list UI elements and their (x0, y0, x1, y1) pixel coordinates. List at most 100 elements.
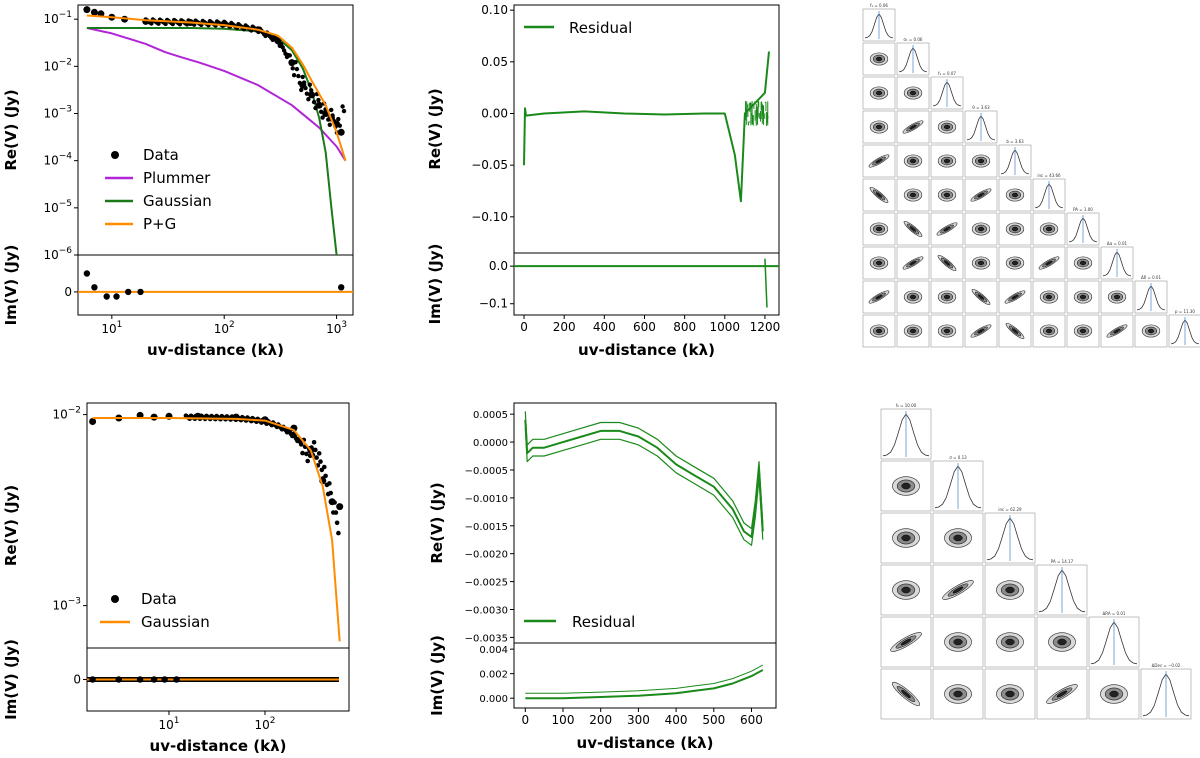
y-axis-label-top: Re(V) (Jy) (426, 88, 444, 169)
contour-group (903, 86, 923, 100)
contour-core (909, 90, 917, 96)
im-data-point (115, 676, 122, 683)
contour-group (971, 256, 991, 270)
x-tick-label: 1200 (750, 320, 781, 334)
data-point (318, 459, 323, 464)
y-tick-label: 10−5 (43, 199, 72, 215)
x-tick-label: 200 (589, 713, 612, 727)
y-tick-label: 10−2 (52, 406, 81, 422)
contour-core (1045, 328, 1053, 334)
contour-core (1005, 638, 1015, 646)
y-tick-label: 10−6 (43, 246, 72, 262)
data-point (332, 500, 337, 505)
contour-group (1046, 684, 1078, 704)
y-axis-label-top: Re(V) (Jy) (2, 89, 20, 170)
data-point (307, 82, 312, 87)
data-point (149, 21, 154, 26)
contour-group (869, 86, 889, 100)
y-tick-label: 0.10 (481, 3, 508, 17)
data-point (322, 464, 327, 470)
im-data-point (136, 676, 144, 683)
y-tick-label: −0.0025 (465, 578, 508, 589)
contour-core (943, 294, 951, 300)
im-data-point (113, 293, 120, 300)
y-tick-label: 0.0000 (473, 438, 508, 449)
contour-group (1038, 256, 1060, 270)
contour-group (903, 188, 923, 202)
im-data-point (338, 284, 345, 291)
data-point (326, 117, 331, 122)
contour-group (903, 324, 923, 338)
contour-group (869, 120, 889, 134)
x-tick-label: 200 (553, 320, 576, 334)
x-tick-label: 0 (520, 320, 528, 334)
contour-core (909, 260, 917, 266)
series-residual-line (523, 51, 770, 203)
contour-group (869, 256, 889, 270)
x-tick-label: 101 (158, 716, 179, 732)
im-data-point (89, 676, 96, 683)
data-point (89, 418, 97, 425)
data-point (316, 451, 322, 456)
contour-group (937, 120, 957, 134)
contour-core (1011, 294, 1019, 300)
y-tick-label: 10−2 (43, 57, 72, 73)
histogram-title: PA = 1.00 (1073, 207, 1093, 212)
y-tick-label: 0.004 (479, 645, 508, 656)
legend-label: Plummer (143, 169, 211, 187)
contour-group (971, 288, 991, 306)
x-tick-label: 600 (740, 713, 763, 727)
contour-core (977, 260, 985, 266)
contour-core (1147, 328, 1155, 334)
contour-core (900, 638, 912, 646)
series-layer (524, 411, 764, 546)
histogram-title: f₀ = 10.00 (896, 403, 917, 408)
contour-core (909, 328, 917, 334)
y-tick-label: 0.00 (481, 107, 508, 121)
series-layer (89, 411, 344, 642)
data-point (311, 440, 317, 445)
x-axis-label: uv-distance (kλ) (578, 341, 715, 359)
data-point (334, 520, 340, 526)
histogram-title: b = 3.63 (1006, 139, 1024, 144)
contour-core (875, 56, 883, 62)
y-tick-label: 0.0005 (473, 410, 508, 421)
contour-group (892, 476, 920, 496)
contour-core (1045, 294, 1053, 300)
histogram-title: f₂ = 0.07 (938, 71, 956, 76)
contour-group (1073, 256, 1093, 270)
corner-plot-top: f₁ = 0.06 σ₁ = 0.06 f₂ = 0.07 θ = 3.63 b = 3… (862, 3, 1200, 348)
contour-core (1113, 328, 1121, 334)
data-point (323, 473, 328, 479)
data-point (296, 73, 301, 79)
contour-core (1079, 328, 1087, 334)
data-point (291, 73, 297, 78)
x-tick-label: 0 (521, 713, 529, 727)
contour-group (942, 580, 974, 600)
legend-label: Data (143, 146, 179, 164)
im-residual-line (525, 669, 764, 700)
data-point (313, 105, 318, 111)
contour-group (892, 528, 920, 548)
contour-group (944, 632, 972, 652)
contour-core (953, 534, 963, 542)
contour-group (937, 154, 957, 168)
axes-frame-top (77, 4, 354, 256)
contour-group (970, 324, 992, 338)
histogram-title: p = 11.30 (1175, 309, 1195, 314)
contour-group (903, 220, 923, 238)
data-point (319, 109, 324, 115)
histogram-title: PA = 14.17 (1051, 559, 1074, 564)
axes-frame-top (513, 4, 780, 254)
data-point (310, 93, 315, 99)
y-axis-label-bottom: Im(V) (Jy) (2, 245, 20, 326)
data-point (177, 22, 183, 27)
legend-data-marker (111, 151, 119, 159)
contour-group (1039, 290, 1059, 304)
contour-group (1005, 188, 1025, 202)
contour-core (875, 226, 883, 232)
x-tick-label: 600 (633, 320, 656, 334)
contour-core (1057, 638, 1067, 646)
contour-group (1073, 324, 1093, 338)
contour-group (996, 684, 1024, 704)
